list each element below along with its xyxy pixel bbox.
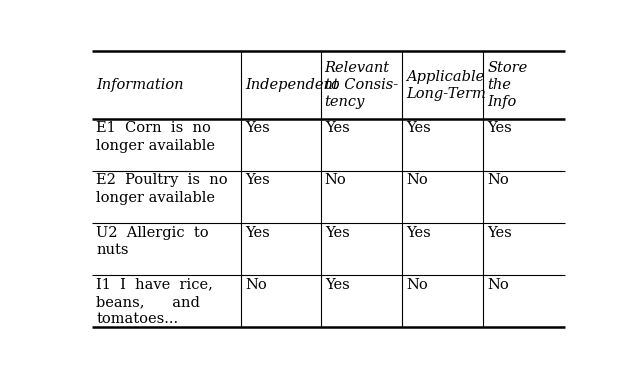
Text: No: No (487, 278, 509, 292)
Text: Yes: Yes (324, 121, 349, 135)
Text: E2  Poultry  is  no
longer available: E2 Poultry is no longer available (97, 173, 228, 205)
Text: No: No (406, 173, 428, 188)
Text: Yes: Yes (487, 121, 512, 135)
Text: U2  Allergic  to
nuts: U2 Allergic to nuts (97, 225, 209, 257)
Text: I1  I  have  rice,
beans,      and
tomatoes...: I1 I have rice, beans, and tomatoes... (97, 278, 213, 326)
Text: Yes: Yes (487, 225, 512, 240)
Text: Relevant
to Consis-
tency: Relevant to Consis- tency (324, 61, 398, 110)
Text: Information: Information (97, 78, 184, 92)
Text: Yes: Yes (245, 173, 270, 188)
Text: Store
the
Info: Store the Info (487, 61, 527, 110)
Text: Yes: Yes (406, 121, 431, 135)
Text: Yes: Yes (406, 225, 431, 240)
Text: Yes: Yes (324, 225, 349, 240)
Text: Independent: Independent (245, 78, 339, 92)
Text: Yes: Yes (324, 278, 349, 292)
Text: No: No (406, 278, 428, 292)
Text: E1  Corn  is  no
longer available: E1 Corn is no longer available (97, 121, 216, 153)
Text: Yes: Yes (245, 121, 270, 135)
Text: No: No (245, 278, 267, 292)
Text: Yes: Yes (245, 225, 270, 240)
Text: No: No (487, 173, 509, 188)
Text: No: No (324, 173, 346, 188)
Text: Applicable
Long-Term: Applicable Long-Term (406, 69, 486, 101)
